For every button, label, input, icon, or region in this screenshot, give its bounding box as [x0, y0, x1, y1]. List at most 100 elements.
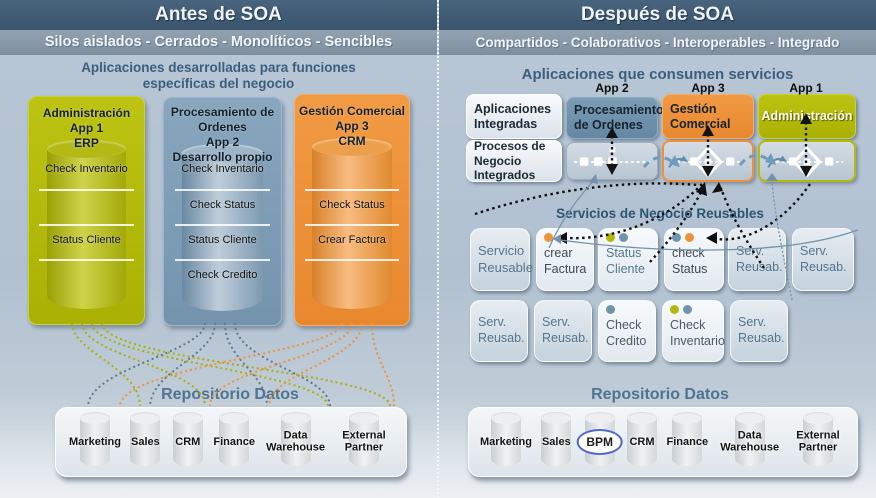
- separator-line: [39, 224, 134, 226]
- database-cylinder: [182, 144, 263, 311]
- app1-box: Administración: [758, 94, 856, 139]
- provider-dots: [670, 305, 692, 314]
- left-repository-title: Repositorio Datos: [161, 386, 299, 403]
- separator-line: [174, 189, 271, 191]
- app-tech: ERP: [74, 136, 99, 150]
- database-marketing: Marketing: [477, 412, 535, 470]
- separator-line: [174, 259, 271, 261]
- service-box-reusable: Servicio Reusable: [470, 228, 533, 291]
- database-data-warehouse: Data Warehouse: [714, 412, 786, 470]
- app2-label: App 2: [595, 81, 629, 95]
- database-cylinder-icon: [802, 412, 833, 466]
- function-item: Crear Factura: [318, 234, 386, 246]
- app2-box: Procesamiento de Ordenes: [566, 97, 664, 139]
- blue-dot-icon: [606, 305, 615, 314]
- provider-dots: [606, 233, 628, 242]
- app-tech: Desarrollo propio: [172, 150, 273, 164]
- app3-box: Gestión Comercial: [662, 94, 754, 139]
- database-cylinder-icon: [130, 412, 161, 466]
- database-sales: Sales: [124, 412, 166, 470]
- aplicaciones-integradas-box: Aplicaciones Integradas: [466, 94, 562, 139]
- service-box-crear-factura: crear Factura: [536, 228, 594, 291]
- separator-line: [305, 224, 399, 226]
- service-box-check-inventario: Check Inventario: [662, 300, 725, 362]
- separator-line: [305, 189, 399, 191]
- process-flow-icon: [574, 146, 650, 166]
- database-external-partner: External Partner: [787, 412, 849, 470]
- service-box-status-cliente: Status Cliente: [598, 228, 658, 291]
- function-item: Check Inventario: [45, 163, 128, 175]
- app-box-administracion: Administración App 1 ERP Check Inventari…: [28, 96, 145, 325]
- app-name: Gestión Comercial: [298, 104, 406, 118]
- app-box-gestion: Gestión Comercial App 3 CRM Check Status…: [294, 94, 410, 326]
- database-bpm: BPM: [576, 412, 623, 470]
- database-data-warehouse: Data Warehouse: [260, 412, 332, 470]
- database-crm: CRM: [167, 412, 209, 470]
- database-cylinder-icon: [672, 412, 703, 466]
- provider-dots: [672, 233, 694, 242]
- service-box-check-status: check Status: [664, 228, 724, 291]
- app-tech: CRM: [338, 134, 366, 148]
- app3-label: App 3: [691, 81, 725, 95]
- right-repository-title: Repositorio Datos: [591, 386, 729, 403]
- process-flow-icon: [668, 146, 745, 178]
- database-cylinder-icon: [348, 412, 379, 466]
- separator-line: [39, 259, 134, 261]
- left-panel-subtitle: Silos aislados - Cerrados - Monolíticos …: [0, 30, 437, 55]
- left-panel-header: Antes de SOA: [0, 0, 437, 30]
- database-cylinder: [312, 138, 392, 309]
- app-number: App 1: [69, 121, 104, 135]
- right-repository: Marketing Sales BPM CRM Finance Data War…: [468, 407, 858, 477]
- panel-divider: [437, 0, 439, 498]
- function-item: Check Status: [189, 199, 256, 211]
- blue-dot-icon: [619, 233, 628, 242]
- bpm-oval-badge: BPM: [576, 429, 623, 455]
- function-item: Check Inventario: [181, 163, 264, 175]
- database-finance: Finance: [662, 412, 712, 470]
- database-cylinder-icon: [219, 412, 250, 466]
- function-item: Status Cliente: [188, 234, 257, 246]
- database-external-partner: External Partner: [332, 412, 396, 470]
- app-name: Procesamiento de Ordenes: [170, 105, 275, 134]
- blue-dot-icon: [683, 305, 692, 314]
- app1-label: App 1: [789, 81, 823, 95]
- database-finance: Finance: [209, 412, 259, 470]
- database-cylinder-icon: [80, 412, 110, 466]
- left-repository: Marketing Sales CRM Finance Data Warehou…: [55, 407, 407, 477]
- database-marketing: Marketing: [66, 412, 124, 470]
- procesos-negocio-box: Procesos de Negocio Integrados: [466, 139, 562, 182]
- separator-line: [174, 224, 271, 226]
- separator-line: [305, 259, 399, 261]
- left-intro-line2: específicas del negocio: [142, 76, 295, 91]
- services-title: Servicios de Negocio Reusables: [556, 206, 764, 221]
- function-item: Check Credito: [187, 269, 258, 281]
- function-item: Status Cliente: [52, 234, 121, 246]
- database-sales: Sales: [536, 412, 576, 470]
- blue-dot-icon: [672, 233, 681, 242]
- database-cylinder-icon: [541, 412, 572, 466]
- left-intro-line1: Aplicaciones desarrolladas para funcione…: [81, 60, 356, 75]
- database-crm: CRM: [623, 412, 661, 470]
- database-cylinder: [47, 140, 126, 309]
- process-flow-box-2: [662, 140, 754, 182]
- right-panel-header: Después de SOA: [439, 0, 876, 30]
- app-number: App 3: [335, 119, 369, 133]
- process-flow-box-3: [758, 140, 856, 182]
- provider-dots: [606, 305, 615, 314]
- olive-dot-icon: [670, 305, 679, 314]
- orange-dot-icon: [544, 233, 553, 242]
- database-cylinder-icon: [734, 412, 765, 466]
- app-number: App 2: [205, 135, 240, 149]
- function-item: Check Status: [319, 199, 385, 211]
- provider-dots: [544, 233, 553, 242]
- service-box-reusable: Serv. Reusab.: [728, 228, 786, 291]
- orange-dot-icon: [685, 233, 694, 242]
- process-flow-icon: [767, 146, 844, 178]
- service-box-check-credito: Check Credito: [598, 300, 656, 362]
- app-box-procesamiento: Procesamiento de Ordenes App 2 Desarroll…: [163, 97, 282, 326]
- database-cylinder-icon: [280, 412, 311, 466]
- service-box-reusable: Serv. Reusab.: [730, 300, 788, 362]
- olive-dot-icon: [606, 233, 615, 242]
- app-name: Administración: [42, 106, 131, 120]
